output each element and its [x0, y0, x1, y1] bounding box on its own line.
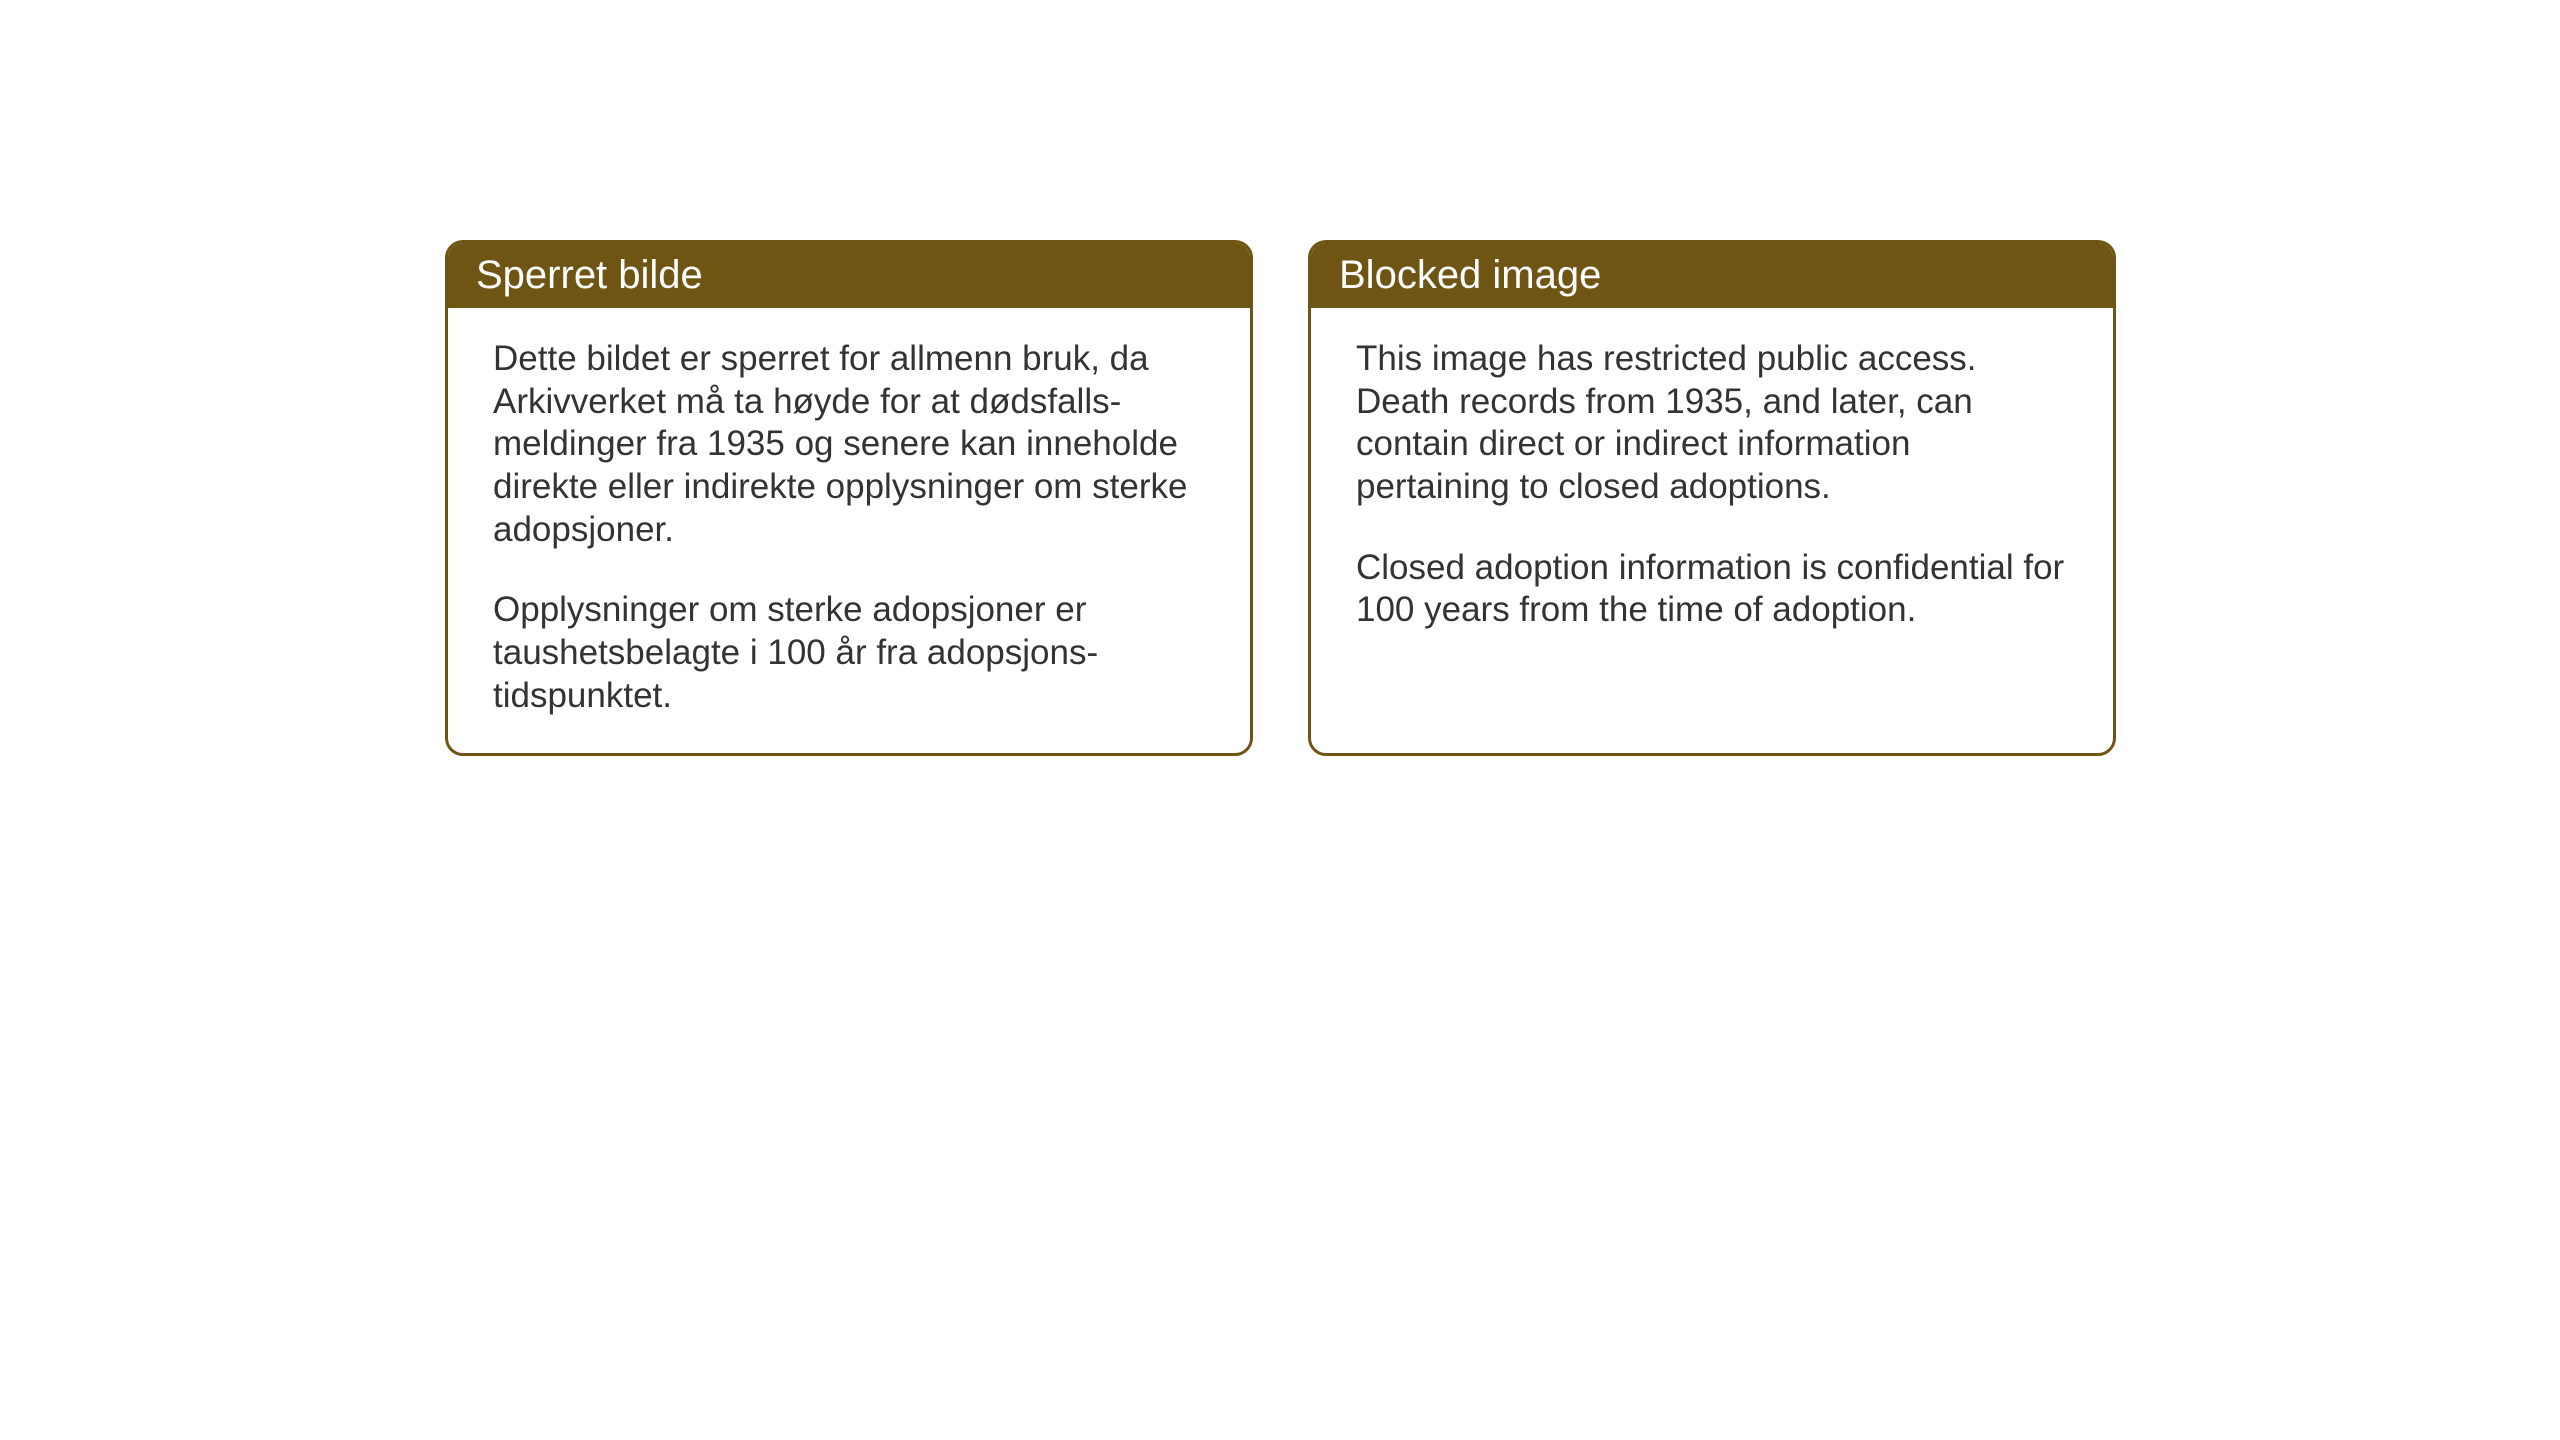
paragraph-english-2: Closed adoption information is confident… [1356, 547, 2068, 632]
card-title-english: Blocked image [1339, 253, 1601, 297]
notice-container: Sperret bilde Dette bildet er sperret fo… [445, 240, 2116, 756]
card-header-english: Blocked image [1311, 243, 2113, 308]
card-title-norwegian: Sperret bilde [476, 253, 703, 297]
paragraph-english-1: This image has restricted public access.… [1356, 338, 2068, 509]
notice-card-english: Blocked image This image has restricted … [1308, 240, 2116, 756]
notice-card-norwegian: Sperret bilde Dette bildet er sperret fo… [445, 240, 1253, 756]
paragraph-norwegian-1: Dette bildet er sperret for allmenn bruk… [493, 338, 1205, 551]
paragraph-norwegian-2: Opplysninger om sterke adopsjoner er tau… [493, 589, 1205, 717]
card-body-norwegian: Dette bildet er sperret for allmenn bruk… [448, 308, 1250, 753]
card-header-norwegian: Sperret bilde [448, 243, 1250, 308]
card-body-english: This image has restricted public access.… [1311, 308, 2113, 703]
